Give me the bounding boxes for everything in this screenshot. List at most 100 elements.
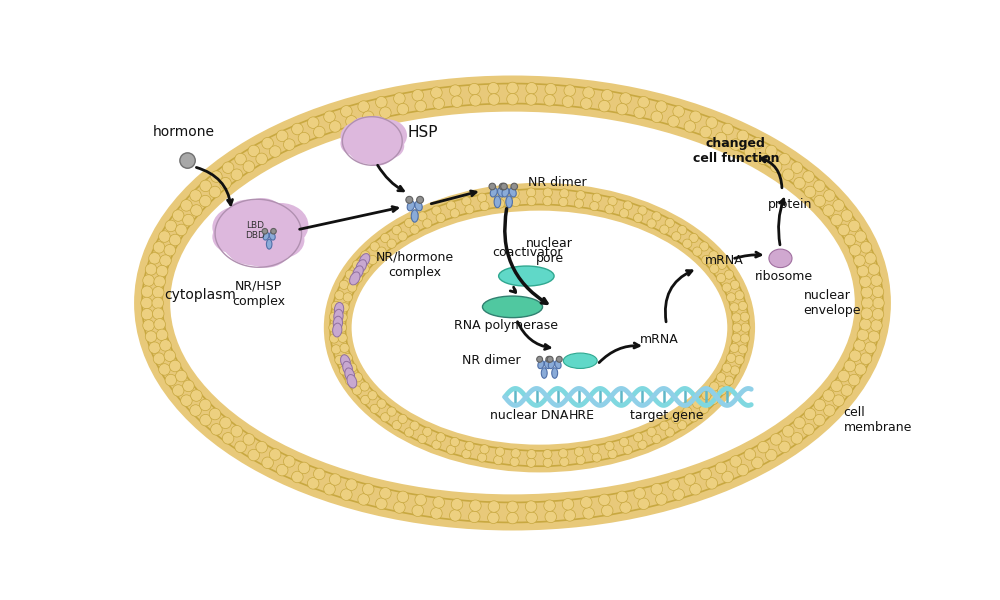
Ellipse shape [353,266,363,279]
Circle shape [220,178,231,189]
Circle shape [716,274,726,283]
Circle shape [576,455,585,465]
Circle shape [398,232,407,241]
Circle shape [324,111,335,122]
Circle shape [574,447,584,456]
Circle shape [160,340,171,351]
Circle shape [271,229,276,234]
Circle shape [861,297,873,309]
Circle shape [660,225,669,234]
Ellipse shape [266,239,272,249]
Circle shape [537,356,543,362]
Ellipse shape [252,203,308,248]
Circle shape [314,126,325,138]
Circle shape [360,382,369,391]
Circle shape [398,415,407,424]
Circle shape [154,319,165,330]
Circle shape [160,255,171,266]
Circle shape [873,297,884,309]
Ellipse shape [333,323,342,337]
Circle shape [689,413,698,422]
Circle shape [857,329,869,341]
Text: nuclear
pore: nuclear pore [526,236,573,265]
Circle shape [381,413,390,422]
Circle shape [656,494,667,505]
Circle shape [164,244,176,256]
Ellipse shape [350,272,360,285]
Circle shape [683,407,692,416]
Circle shape [638,498,649,509]
Circle shape [848,220,860,232]
Ellipse shape [544,361,551,368]
Circle shape [511,183,518,190]
Circle shape [507,501,518,512]
Circle shape [710,264,719,274]
Circle shape [564,509,576,521]
Circle shape [770,434,782,445]
Circle shape [854,340,865,351]
Circle shape [449,509,461,521]
Circle shape [380,488,391,499]
Circle shape [744,146,756,157]
Circle shape [412,89,424,101]
Circle shape [560,189,569,198]
Circle shape [647,427,656,436]
Circle shape [154,276,165,287]
Circle shape [199,399,211,410]
Circle shape [814,196,826,207]
Circle shape [722,363,731,373]
Circle shape [744,449,756,460]
Circle shape [145,263,157,275]
Circle shape [583,87,594,98]
Circle shape [700,468,711,480]
Circle shape [740,334,749,343]
Circle shape [849,350,861,362]
Circle shape [564,85,576,97]
Circle shape [616,103,628,115]
Circle shape [169,234,181,246]
Circle shape [345,270,355,279]
Circle shape [337,323,347,332]
Circle shape [690,111,701,122]
Circle shape [619,437,629,446]
Circle shape [183,380,194,392]
Circle shape [377,247,386,256]
Circle shape [668,479,679,490]
Circle shape [470,500,481,511]
Circle shape [199,196,211,207]
Circle shape [352,260,362,269]
Circle shape [860,319,871,330]
Circle shape [620,93,631,104]
Circle shape [468,83,480,95]
Circle shape [276,464,288,476]
Circle shape [678,421,687,430]
Circle shape [153,242,165,253]
Circle shape [770,161,782,172]
Circle shape [353,274,362,283]
Circle shape [737,464,749,476]
Circle shape [432,206,441,215]
Circle shape [766,449,777,461]
Circle shape [804,408,816,420]
Circle shape [494,455,503,465]
Circle shape [478,453,487,462]
Circle shape [844,360,856,372]
Circle shape [872,286,884,298]
Circle shape [574,199,584,208]
Text: cytoplasm: cytoplasm [164,289,236,302]
Circle shape [527,188,536,197]
Circle shape [190,190,201,201]
Circle shape [651,484,663,495]
Circle shape [638,206,647,215]
Circle shape [525,501,537,512]
Ellipse shape [509,188,516,197]
Ellipse shape [407,201,415,211]
Circle shape [724,270,734,279]
Circle shape [544,95,555,106]
Circle shape [730,455,742,467]
Circle shape [545,511,557,523]
Circle shape [599,100,610,112]
Circle shape [262,137,273,149]
Circle shape [262,457,273,469]
Circle shape [715,462,727,473]
